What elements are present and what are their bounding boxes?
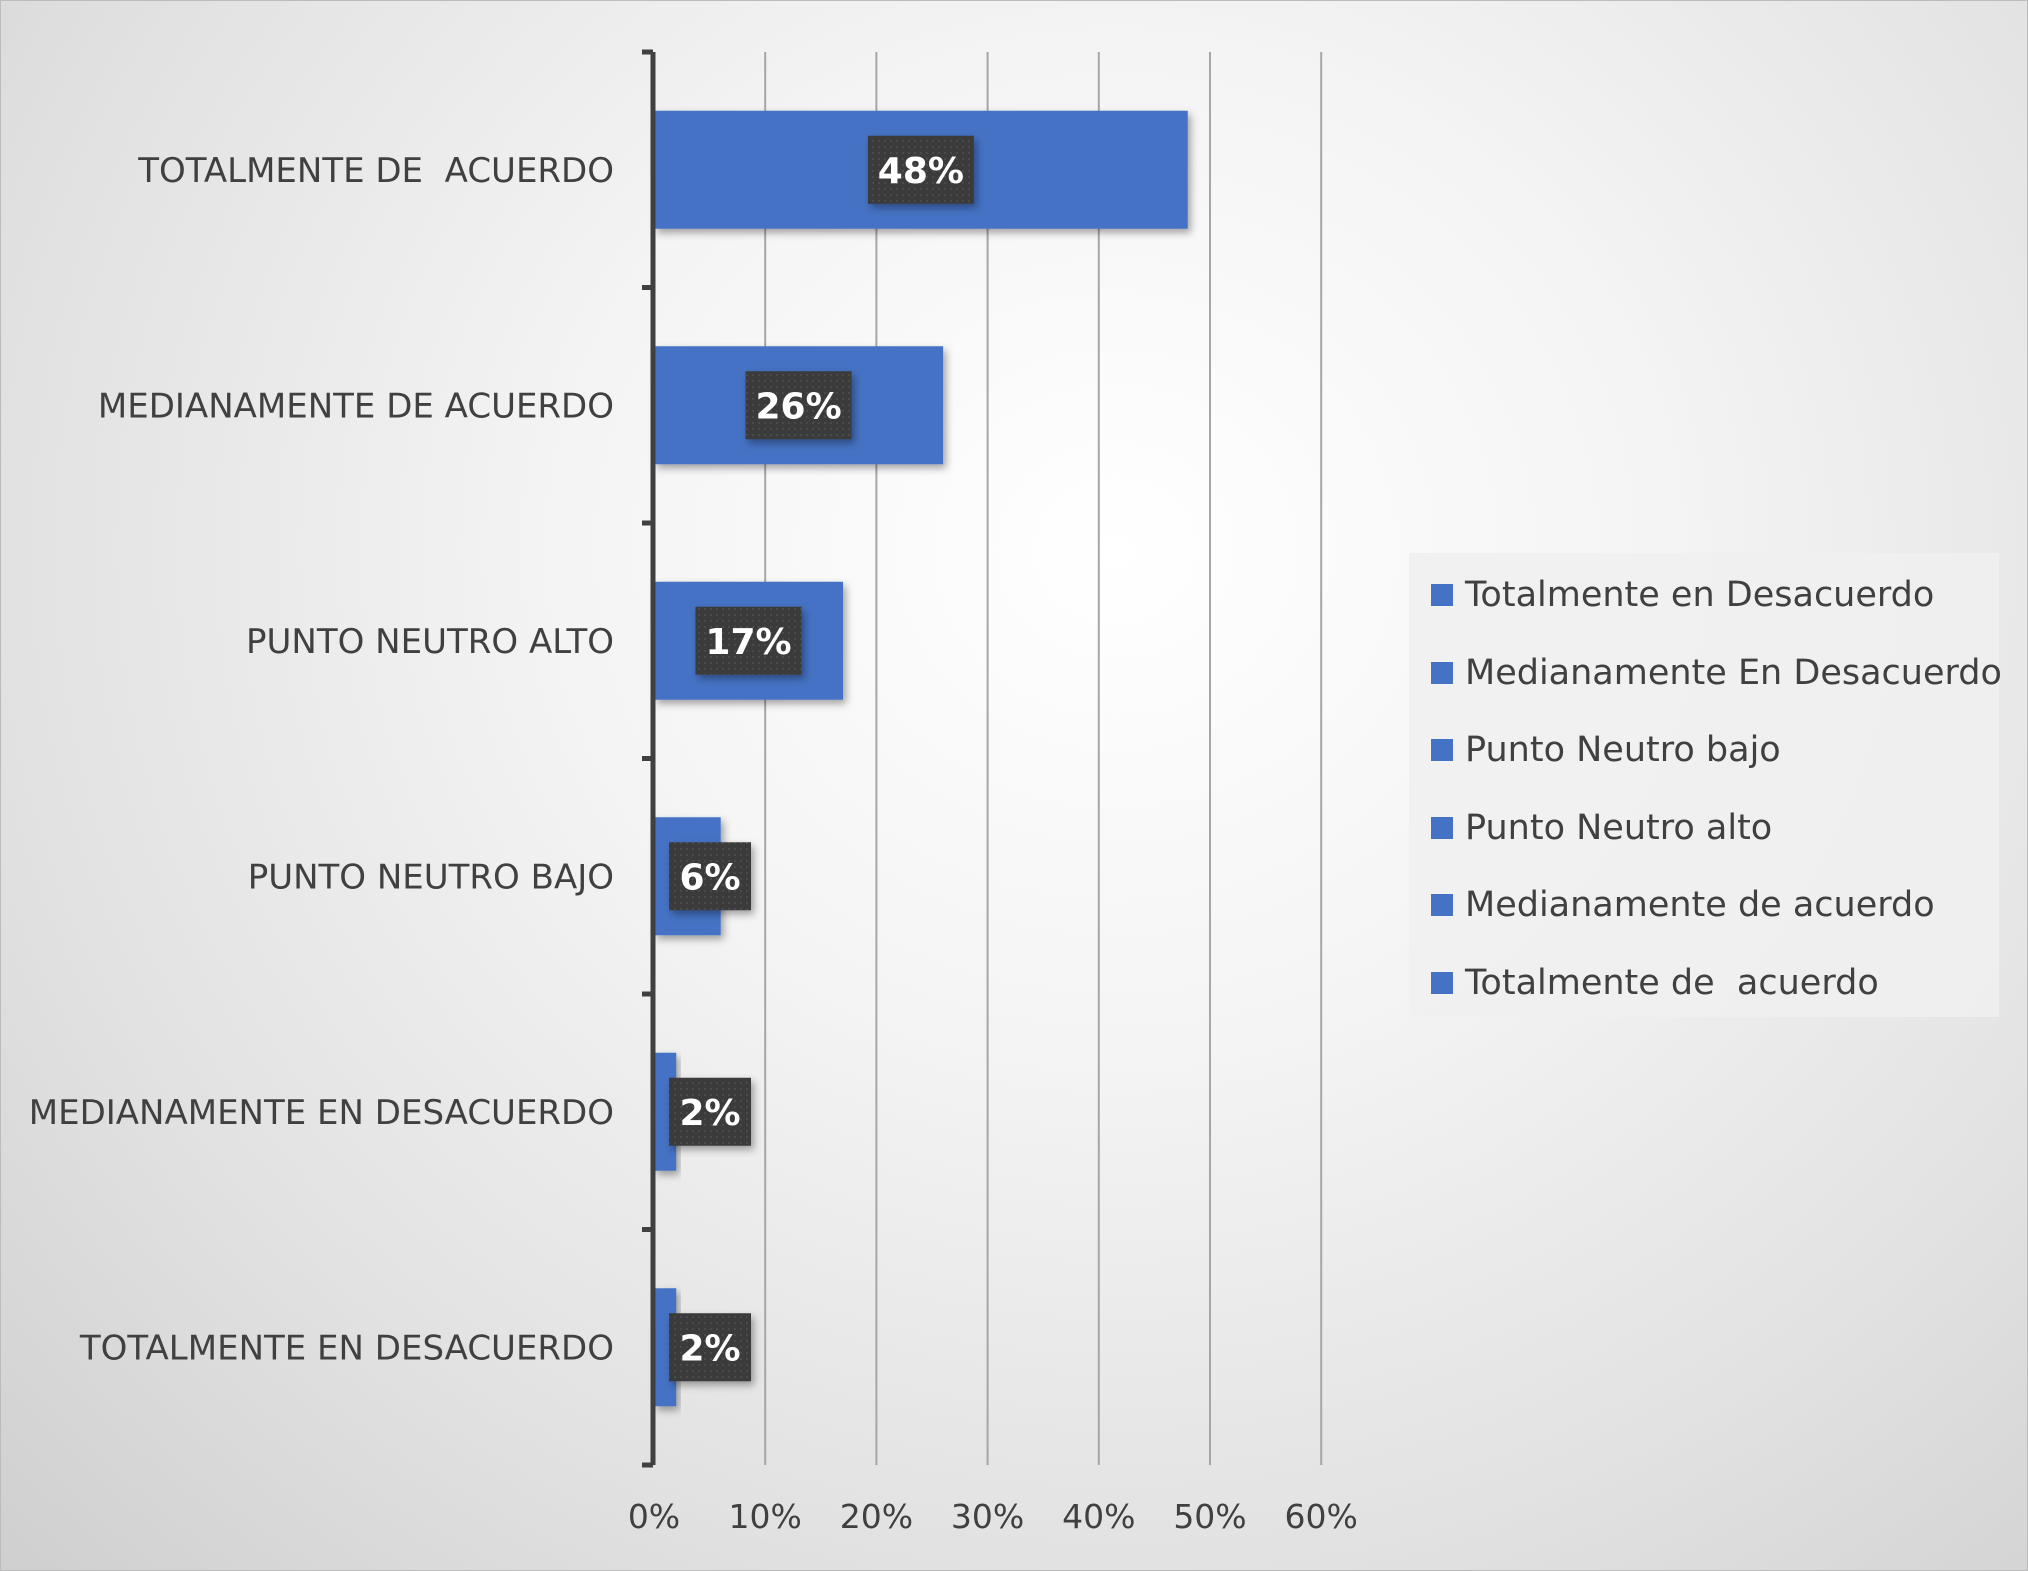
data-label: 2% bbox=[679, 1328, 740, 1369]
data-label-box bbox=[669, 1313, 751, 1382]
category-label: TOTALMENTE EN DESACUERDO bbox=[79, 1328, 614, 1368]
legend-item: Punto Neutro alto bbox=[1431, 798, 1772, 858]
category-label: MEDIANAMENTE EN DESACUERDO bbox=[29, 1093, 614, 1133]
data-label-box bbox=[695, 606, 802, 675]
category-label: PUNTO NEUTRO BAJO bbox=[248, 857, 614, 897]
data-label: 2% bbox=[679, 1093, 740, 1134]
x-tick-label: 20% bbox=[840, 1497, 913, 1536]
x-tick-label: 50% bbox=[1173, 1497, 1246, 1536]
x-tick-label: 0% bbox=[628, 1497, 680, 1536]
data-label-box bbox=[669, 842, 751, 911]
x-tick-label: 40% bbox=[1062, 1497, 1135, 1536]
category-labels: TOTALMENTE DE ACUERDO MEDIANAMENTE DE ACU… bbox=[29, 151, 614, 1369]
data-label-box bbox=[669, 1077, 751, 1146]
legend-label: Totalmente de acuerdo bbox=[1465, 962, 1879, 1003]
data-label: 17% bbox=[705, 622, 791, 663]
legend-swatch bbox=[1431, 971, 1453, 994]
x-tick-label: 30% bbox=[951, 1497, 1024, 1536]
legend-item: Totalmente en Desacuerdo bbox=[1431, 565, 1934, 625]
legend-swatch bbox=[1431, 739, 1453, 761]
legend-label: Totalmente en Desacuerdo bbox=[1465, 575, 1935, 615]
legend-item: Totalmente de acuerdo bbox=[1431, 953, 1879, 1013]
legend-item: Medianamente de acuerdo bbox=[1431, 875, 1935, 935]
gridlines bbox=[764, 52, 1323, 1465]
data-labels: 48% 26% 17% 6% 2% 2% bbox=[669, 135, 974, 1382]
data-label: 26% bbox=[755, 386, 841, 427]
data-label: 6% bbox=[679, 857, 740, 898]
legend-label: Punto Neutro bajo bbox=[1465, 730, 1781, 770]
legend-swatch bbox=[1431, 661, 1453, 684]
data-label-box bbox=[745, 371, 852, 440]
category-label: PUNTO NEUTRO ALTO bbox=[246, 622, 614, 662]
legend-swatch bbox=[1431, 894, 1453, 916]
legend-label: Medianamente En Desacuerdo bbox=[1465, 652, 2002, 693]
legend: Totalmente en Desacuerdo Medianamente En … bbox=[1409, 553, 2002, 1017]
bars bbox=[654, 110, 1188, 1407]
legend-swatch bbox=[1431, 816, 1453, 839]
category-axis bbox=[642, 49, 656, 1468]
legend-item: Punto Neutro bajo bbox=[1431, 720, 1781, 780]
legend-label: Medianamente de acuerdo bbox=[1465, 885, 1935, 925]
legend-item: Medianamente En Desacuerdo bbox=[1431, 643, 2002, 703]
x-tick-label: 10% bbox=[729, 1497, 802, 1536]
data-label-box bbox=[867, 135, 974, 204]
category-label: MEDIANAMENTE DE ACUERDO bbox=[98, 386, 614, 426]
x-tick-labels: 0% 10% 20% 30% 40% 50% 60% bbox=[628, 1497, 1358, 1536]
data-label: 48% bbox=[878, 151, 964, 192]
legend-label: Punto Neutro alto bbox=[1465, 807, 1773, 848]
x-tick-label: 60% bbox=[1285, 1497, 1358, 1536]
category-label: TOTALMENTE DE ACUERDO bbox=[137, 151, 614, 191]
legend-swatch bbox=[1431, 584, 1453, 606]
